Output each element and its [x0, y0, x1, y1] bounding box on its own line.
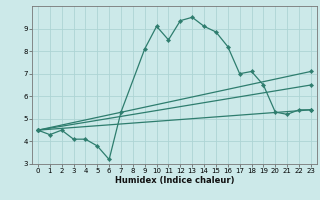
X-axis label: Humidex (Indice chaleur): Humidex (Indice chaleur)	[115, 176, 234, 185]
